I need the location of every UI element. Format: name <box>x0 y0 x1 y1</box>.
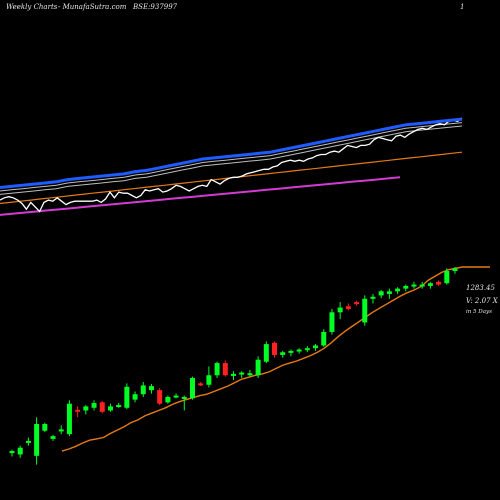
symbol-label: BSE:937997 <box>133 3 178 11</box>
indicator-blue-line <box>0 117 463 189</box>
candle-body <box>231 373 236 376</box>
candle-body <box>214 363 220 376</box>
candle-body <box>411 284 417 287</box>
candle-body <box>378 291 384 296</box>
price-moving-average <box>61 266 490 452</box>
volume-label: V: 2.07 X <box>466 297 498 305</box>
candle-body <box>419 284 425 287</box>
candle-body <box>173 395 179 398</box>
candle-body <box>75 409 81 412</box>
candle-body <box>280 352 286 355</box>
candle-body <box>444 271 450 284</box>
candle-body <box>222 363 228 376</box>
candle-body <box>313 345 319 349</box>
candle-body <box>189 377 195 399</box>
candle-body <box>386 291 392 295</box>
indicator-panel <box>0 117 463 216</box>
indicator-gray-line-2 <box>0 125 463 195</box>
last-price-label: 1283.45 <box>466 284 495 292</box>
site-name: - MunafaSutra.com <box>58 3 127 11</box>
candle-body <box>58 429 64 432</box>
candle-body <box>247 373 253 376</box>
candle-body <box>34 424 40 456</box>
brand-title: Weekly Charts <box>6 3 58 11</box>
candle-body <box>42 424 48 431</box>
indicator-pink-line <box>0 176 401 216</box>
page-number: 1 <box>460 3 465 11</box>
candle-body <box>304 348 310 351</box>
candle-body <box>148 386 154 391</box>
candle-body <box>132 394 138 400</box>
candle-body <box>255 359 261 376</box>
candle-body <box>452 268 458 272</box>
candle-body <box>165 396 171 403</box>
candle-body <box>157 390 163 404</box>
candle-body <box>329 312 335 332</box>
candle-body <box>91 403 97 408</box>
moving-average-layer <box>61 266 490 452</box>
candle-body <box>83 406 89 411</box>
candle-body <box>395 288 401 292</box>
candle-body <box>321 331 327 346</box>
candle-body <box>403 285 409 289</box>
candle-body <box>9 451 15 454</box>
candle-body <box>427 283 433 286</box>
candle-body <box>370 296 376 299</box>
candle-body <box>436 281 442 285</box>
candle-body <box>263 344 269 362</box>
candle-body <box>239 372 245 375</box>
candle-body <box>124 386 130 408</box>
candle-body <box>116 405 122 408</box>
candle-body <box>66 403 72 435</box>
period-label: in 5 Days <box>466 309 492 315</box>
indicator-gray-line-1 <box>0 122 463 192</box>
candles-layer <box>9 266 458 465</box>
candle-body <box>181 396 187 399</box>
candle-body <box>107 406 113 411</box>
candle-body <box>288 350 294 353</box>
candle-body <box>140 385 146 395</box>
candle-body <box>99 402 105 412</box>
candle-body <box>17 447 23 455</box>
candle-body <box>25 440 31 443</box>
candle-body <box>50 436 56 439</box>
candle-body <box>345 306 351 309</box>
candle-body <box>272 342 278 355</box>
candle-body <box>354 302 360 305</box>
indicator-white-line <box>0 117 463 213</box>
candle-body <box>362 298 368 323</box>
candle-body <box>296 349 302 352</box>
candle-body <box>337 307 343 313</box>
candle-body <box>198 383 204 386</box>
candle-body <box>206 375 212 385</box>
